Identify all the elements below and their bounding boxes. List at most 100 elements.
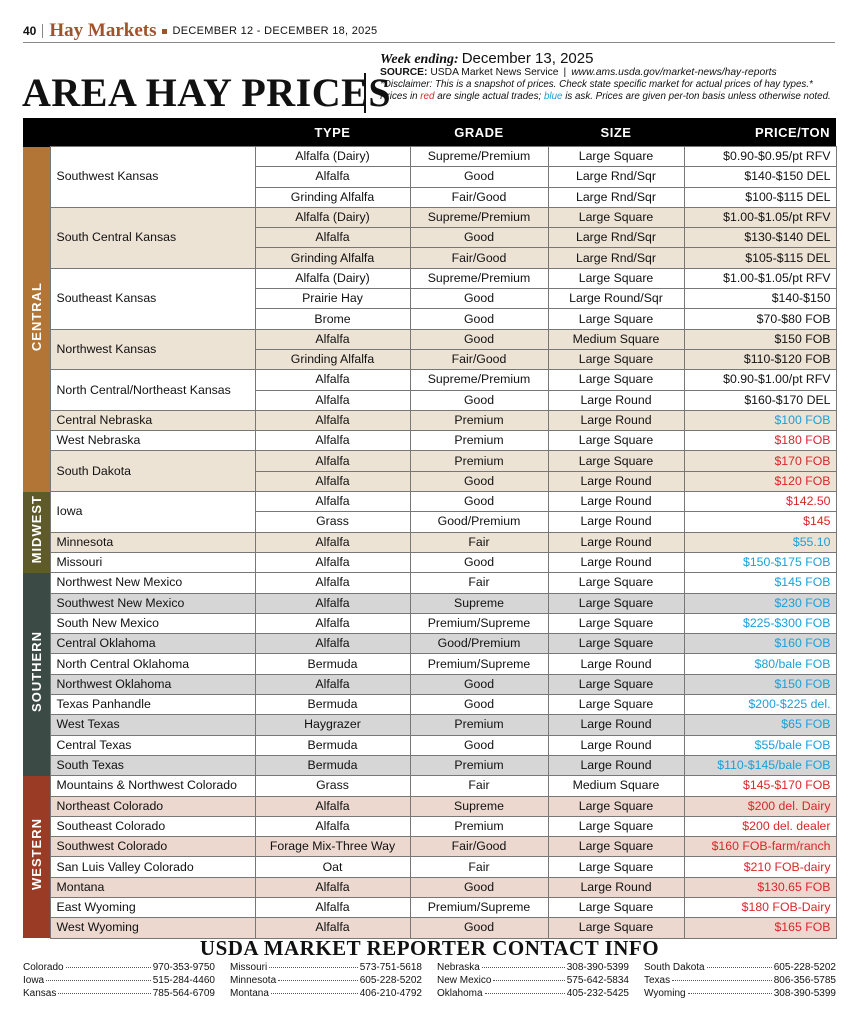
contact-state: New Mexico: [437, 975, 492, 986]
size: Medium Square: [547, 775, 685, 797]
contact-phone: 970-353-9750: [152, 962, 215, 973]
column-header: SIZE: [548, 118, 684, 147]
grade: Good: [409, 876, 549, 898]
table-row: Central Oklahoma Alfalfa Good/Premium Large…: [23, 633, 837, 655]
grade: Supreme/Premium: [409, 267, 549, 290]
column-header: TYPE: [255, 118, 410, 147]
week-line: Week ending: December 13, 2025: [380, 51, 850, 67]
price: $165 FOB: [683, 917, 837, 939]
price: $65 FOB: [683, 714, 837, 736]
contact-phone: 605-228-5202: [359, 975, 422, 986]
table-row: Southwest New Mexico Alfalfa Supreme Large …: [23, 592, 837, 614]
price: $105-$115 DEL: [683, 247, 837, 269]
hay-type: Alfalfa: [254, 896, 411, 919]
grade: Premium: [409, 450, 549, 472]
size: Large Round: [547, 389, 685, 411]
hay-type: Alfalfa: [254, 491, 411, 513]
location: Northwest Kansas: [49, 328, 256, 371]
size: Large Square: [547, 673, 685, 696]
location: South New Mexico: [49, 612, 256, 635]
size: Large Rnd/Sqr: [547, 247, 685, 269]
location: Mountains & Northwest Colorado: [49, 775, 256, 797]
contact-state: South Dakota: [644, 962, 705, 973]
price: $230 FOB: [683, 592, 837, 614]
size: Large Square: [547, 633, 685, 655]
size: Large Square: [547, 145, 685, 168]
grade: Good: [409, 389, 549, 411]
size: Large Round: [547, 754, 685, 777]
grade: Good: [409, 227, 549, 249]
hay-type: Alfalfa: [254, 166, 411, 188]
size: Large Square: [547, 612, 685, 635]
location: West Nebraska: [49, 430, 256, 452]
contact-phone: 605-228-5202: [773, 962, 836, 973]
table-row: San Luis Valley Colorado Oat Fair Large Squ…: [23, 856, 837, 878]
location: North Central/Northeast Kansas: [49, 369, 256, 411]
grade: Fair: [409, 775, 549, 797]
size: Large Square: [547, 815, 685, 838]
location: Montana: [49, 876, 256, 898]
contact: Wyoming 308-390-5399: [644, 988, 836, 999]
hay-type: Alfalfa: [254, 531, 411, 553]
size: Large Square: [547, 572, 685, 594]
price: $0.90-$1.00/pt RFV: [683, 369, 837, 391]
table-row: South Central Kansas Alfalfa (Dairy) Supre…: [23, 206, 837, 269]
hay-type: Forage Mix-Three Way: [254, 836, 411, 858]
size: Large Rnd/Sqr: [547, 186, 685, 208]
grade: Good: [409, 470, 549, 493]
table-row: West Wyoming Alfalfa Good Large Square $165 …: [23, 917, 837, 939]
location: Central Oklahoma: [49, 633, 256, 655]
size: Large Round: [547, 876, 685, 898]
section-name: Hay Markets: [49, 20, 157, 41]
table-row: SOUTHERN Northwest New Mexico Alfalfa Fair L…: [23, 572, 837, 776]
price: $0.90-$0.95/pt RFV: [683, 145, 837, 168]
location: North Central Oklahoma: [49, 653, 256, 675]
size: Large Round: [547, 653, 685, 675]
hay-type: Alfalfa: [254, 470, 411, 493]
hay-type: Bermuda: [254, 694, 411, 716]
contact: Montana 406-210-4792: [230, 988, 422, 999]
grade: Premium: [409, 714, 549, 736]
source-url: www.ams.usda.gov/market-news/hay-reports: [571, 67, 777, 78]
table-row: Central Texas Bermuda Good Large Round $55/b…: [23, 734, 837, 756]
leader: [493, 980, 565, 981]
size: Large Rnd/Sqr: [547, 166, 685, 188]
hay-type: Grinding Alfalfa: [254, 348, 411, 371]
hay-type: Brome: [254, 308, 411, 330]
grade: Premium: [409, 430, 549, 452]
table-row: Montana Alfalfa Good Large Round $130.65 FOB: [23, 876, 837, 898]
table-head: TYPE GRADE SIZE PRICE/TON: [23, 118, 836, 147]
location: East Wyoming: [49, 896, 256, 919]
disclaimer: *Disclaimer: This is a snapshot of price…: [380, 79, 813, 90]
size: Large Square: [547, 795, 685, 817]
size: Large Square: [547, 308, 685, 330]
size: Large Rnd/Sqr: [547, 227, 685, 249]
contact: Minnesota 605-228-5202: [230, 975, 422, 986]
contact: Kansas 785-564-6709: [23, 988, 215, 999]
location: Texas Panhandle: [49, 694, 256, 716]
size: Large Round: [547, 491, 685, 513]
grade: Fair: [409, 531, 549, 553]
table-row: Southwest Colorado Forage Mix-Three Way Fa…: [23, 836, 837, 858]
table-row: West Nebraska Alfalfa Premium Large Square $…: [23, 430, 837, 452]
price: $70-$80 FOB: [683, 308, 837, 330]
size: Large Square: [547, 896, 685, 919]
region-name: MIDWEST: [28, 495, 44, 564]
leader: [706, 967, 772, 968]
size: Large Square: [547, 450, 685, 472]
price: $210 FOB-dairy: [683, 856, 837, 878]
hay-type: Alfalfa: [254, 450, 411, 472]
price: $160 FOB-farm/ranch: [683, 836, 837, 858]
location: Northwest New Mexico: [49, 572, 256, 594]
grade: Supreme/Premium: [409, 369, 549, 391]
footer-title: USDA MARKET REPORTER CONTACT INFO: [199, 936, 660, 960]
grade: Supreme/Premium: [409, 206, 549, 229]
leader: [278, 980, 358, 981]
grade: Good: [409, 328, 549, 350]
table-row: South Dakota Alfalfa Premium Large Square $1…: [23, 450, 837, 493]
size: Large Round/Sqr: [547, 288, 685, 310]
location: Iowa: [49, 491, 256, 533]
grade: Good: [409, 166, 549, 188]
hay-type: Alfalfa: [254, 592, 411, 614]
